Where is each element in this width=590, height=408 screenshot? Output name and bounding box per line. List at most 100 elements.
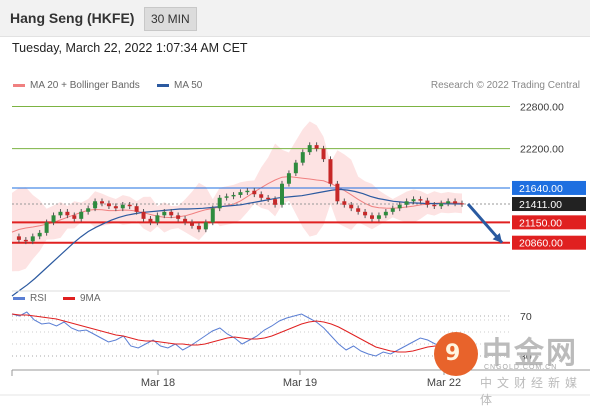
forecast-arrow-head bbox=[492, 232, 502, 243]
candle-body bbox=[370, 215, 374, 219]
chart-datetime: Tuesday, March 22, 2022 1:07:34 AM CET bbox=[12, 41, 248, 55]
candle-body bbox=[169, 211, 174, 216]
candle-body bbox=[349, 204, 354, 209]
candle-body bbox=[44, 222, 49, 233]
legend-9ma-label: 9MA bbox=[80, 293, 101, 304]
price-level-label: 22200.00 bbox=[520, 144, 564, 156]
ma9-swatch bbox=[63, 297, 75, 300]
watermark-logo: 9 bbox=[434, 332, 478, 376]
rsi-level-label: 30 bbox=[520, 351, 532, 363]
candle-body bbox=[134, 206, 139, 212]
candle-body bbox=[404, 201, 409, 205]
price-level-tag bbox=[512, 235, 586, 250]
rsi-series-line bbox=[11, 311, 451, 357]
ma50-line bbox=[11, 188, 463, 297]
x-axis-tick-label: Mar 22 bbox=[427, 377, 461, 389]
bollinger-band-area bbox=[12, 121, 462, 272]
candle-body bbox=[155, 215, 160, 223]
rsi-swatch bbox=[13, 297, 25, 300]
candle-body bbox=[439, 203, 444, 207]
legend-9ma: 9MA bbox=[63, 293, 101, 304]
candle-body bbox=[217, 197, 222, 209]
copyright: Research © 2022 Trading Central bbox=[430, 80, 580, 91]
candle-body bbox=[252, 190, 257, 195]
candle-body bbox=[307, 145, 312, 153]
candle-body bbox=[65, 211, 70, 216]
candle-body bbox=[16, 236, 21, 240]
candle-body bbox=[245, 190, 250, 193]
candle-body bbox=[356, 208, 361, 212]
price-level-label: 20860.00 bbox=[519, 238, 563, 250]
candle-body bbox=[376, 215, 381, 219]
candle-body bbox=[460, 203, 464, 205]
watermark-slogan: 中文财经新媒体 bbox=[480, 376, 583, 407]
candle-body bbox=[224, 196, 229, 198]
watermark-domain: CNGOLD.COM.CN bbox=[484, 364, 558, 371]
candle-body bbox=[113, 206, 118, 209]
chart-header: Hang Seng (HKFE) 30 MIN bbox=[0, 0, 590, 37]
candle-body bbox=[425, 200, 430, 205]
x-axis-tick-label: Mar 19 bbox=[283, 377, 317, 389]
legend-bollinger-label: MA 20 + Bollinger Bands bbox=[30, 80, 140, 91]
candle-body bbox=[86, 208, 91, 212]
ma50-swatch bbox=[157, 84, 169, 87]
candle-body bbox=[328, 159, 333, 184]
legend-ma50: MA 50 bbox=[157, 80, 202, 91]
candle-body bbox=[210, 208, 215, 223]
candle-body bbox=[293, 162, 298, 174]
candle-body bbox=[37, 232, 42, 237]
price-level-tag bbox=[512, 180, 586, 195]
candle-body bbox=[335, 183, 340, 202]
candle-body bbox=[127, 204, 132, 207]
candle-body bbox=[432, 204, 437, 207]
x-axis-tick-label: Mar 18 bbox=[141, 377, 175, 389]
legend-rsi: RSI bbox=[13, 293, 47, 304]
candle-body bbox=[231, 194, 236, 197]
candle-body bbox=[106, 203, 111, 207]
candle-body bbox=[453, 201, 458, 204]
candle-body bbox=[342, 201, 347, 205]
instrument-title: Hang Seng (HKFE) bbox=[10, 10, 135, 26]
price-level-label: 21150.00 bbox=[519, 217, 562, 229]
candle-body bbox=[100, 201, 104, 204]
price-level-label: 21411.00 bbox=[519, 199, 562, 211]
rsi-series-line bbox=[11, 313, 450, 353]
rsi-level-label: 70 bbox=[520, 311, 532, 323]
candle-body bbox=[300, 152, 305, 163]
candle-body bbox=[390, 208, 395, 212]
candle-body bbox=[51, 215, 56, 223]
candle-body bbox=[141, 211, 146, 219]
price-level-tag bbox=[512, 215, 586, 230]
candle-body bbox=[93, 201, 98, 209]
candle-body bbox=[266, 197, 271, 200]
candle-body bbox=[321, 148, 326, 160]
timeframe-button[interactable]: 30 MIN bbox=[144, 7, 197, 31]
candle-body bbox=[238, 192, 243, 195]
candle-body bbox=[411, 199, 416, 202]
candle-body bbox=[280, 183, 284, 205]
candle-body bbox=[203, 222, 208, 230]
candle-body bbox=[363, 211, 368, 216]
candle-body bbox=[397, 204, 402, 209]
candle-body bbox=[72, 215, 77, 219]
legend-rsi-label: RSI bbox=[30, 293, 47, 304]
bollinger-swatch bbox=[13, 84, 25, 87]
candle-body bbox=[383, 211, 388, 216]
price-level-label: 22800.00 bbox=[520, 102, 564, 114]
candle-body bbox=[446, 201, 451, 204]
candle-body bbox=[120, 204, 125, 209]
price-level-tag bbox=[512, 197, 586, 212]
candle-body bbox=[190, 222, 194, 226]
candle-body bbox=[176, 215, 181, 219]
candle-body bbox=[196, 225, 201, 230]
legend-ma50-label: MA 50 bbox=[174, 80, 203, 91]
watermark: 9 中金网 CNGOLD.COM.CN 中文财经新媒体 bbox=[434, 328, 584, 407]
candle-body bbox=[148, 218, 153, 223]
candle-body bbox=[273, 199, 278, 205]
candle-body bbox=[418, 199, 423, 201]
candle-body bbox=[23, 239, 28, 242]
candle-body bbox=[183, 218, 188, 223]
candle-body bbox=[286, 173, 291, 184]
candle-body bbox=[79, 211, 84, 219]
